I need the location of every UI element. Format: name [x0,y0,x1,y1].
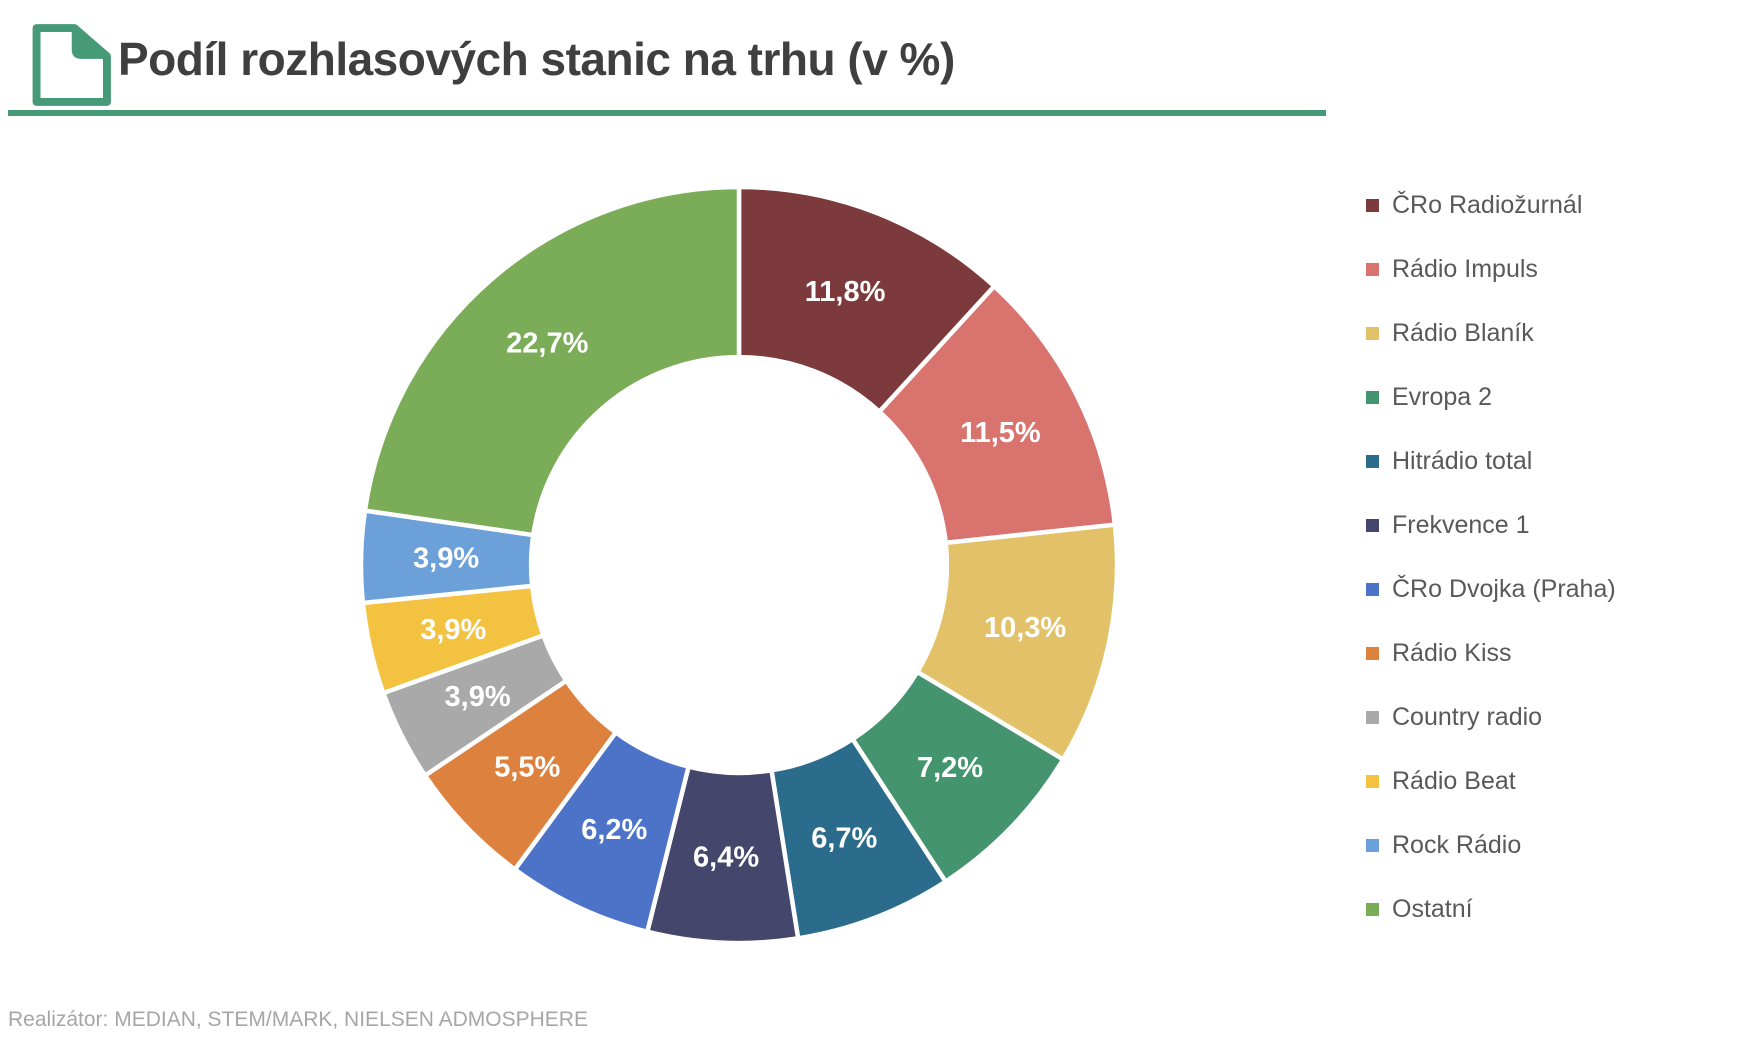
title-underline [8,110,1326,116]
legend-item: Rádio Blaník [1366,301,1616,365]
legend-swatch [1366,454,1379,468]
slice-data-label: 3,9% [420,614,486,646]
legend-swatch [1366,774,1379,788]
donut-chart: 11,8% 11,5% 10,3% 7,2% 6,7% 6,4% 6,2% 5,5% 3,9% 3… [349,175,1129,955]
slice-data-label: 11,5% [960,417,1041,449]
slice-data-label: 6,7% [811,822,877,854]
legend-label: Country radio [1392,702,1543,731]
legend-swatch [1366,390,1379,404]
legend-swatch [1366,582,1379,596]
legend-item: Evropa 2 [1366,365,1616,429]
slice-data-label: 5,5% [494,752,560,784]
legend-item: ČRo Radiožurnál [1366,173,1616,237]
legend-label: Rádio Kiss [1392,638,1512,667]
legend-item: ČRo Dvojka (Praha) [1366,557,1616,621]
slice-data-label: 10,3% [984,612,1066,644]
legend-label: Frekvence 1 [1392,510,1530,539]
slice-data-label: 3,9% [445,681,511,713]
legend-swatch [1366,518,1379,532]
legend-item: Ostatní [1366,877,1616,941]
slice-data-label: 11,8% [805,276,886,308]
slice-data-label: 3,9% [413,543,479,575]
legend-item: Rádio Kiss [1366,621,1616,685]
legend-label: Hitrádio total [1392,446,1533,475]
legend-label: Evropa 2 [1392,382,1493,411]
legend-swatch [1366,646,1379,660]
slice-data-label: 6,4% [693,842,759,874]
legend-item: Hitrádio total [1366,429,1616,493]
legend-item: Rádio Impuls [1366,237,1616,301]
legend-item: Rádio Beat [1366,749,1616,813]
document-icon [32,24,111,106]
slice-data-label: 6,2% [581,814,647,846]
legend-swatch [1366,710,1379,724]
donut-slice [362,184,742,538]
chart-legend: ČRo Radiožurnál Rádio Impuls Rádio Blaník E… [1366,173,1616,941]
legend-item: Frekvence 1 [1366,493,1616,557]
legend-item: Country radio [1366,685,1616,749]
legend-label: Rádio Blaník [1392,318,1534,347]
legend-label: ČRo Radiožurnál [1392,190,1583,219]
legend-item: Rock Rádio [1366,813,1616,877]
slice-data-label: 22,7% [506,327,588,359]
legend-label: ČRo Dvojka (Praha) [1392,574,1616,603]
legend-swatch [1366,198,1379,212]
legend-label: Rock Rádio [1392,830,1522,859]
legend-swatch [1366,902,1379,916]
legend-swatch [1366,326,1379,340]
legend-swatch [1366,262,1379,276]
legend-label: Ostatní [1392,894,1473,923]
donut-svg: 11,8% 11,5% 10,3% 7,2% 6,7% 6,4% 6,2% 5,5% 3,9% 3… [358,184,1120,946]
legend-label: Rádio Impuls [1392,254,1538,283]
legend-label: Rádio Beat [1392,766,1516,795]
page-title: Podíl rozhlasových stanic na trhu (v %) [118,33,955,85]
footer-note: Realizátor: MEDIAN, STEM/MARK, NIELSEN A… [8,1008,588,1031]
slice-data-label: 7,2% [917,752,983,784]
legend-swatch [1366,838,1379,852]
